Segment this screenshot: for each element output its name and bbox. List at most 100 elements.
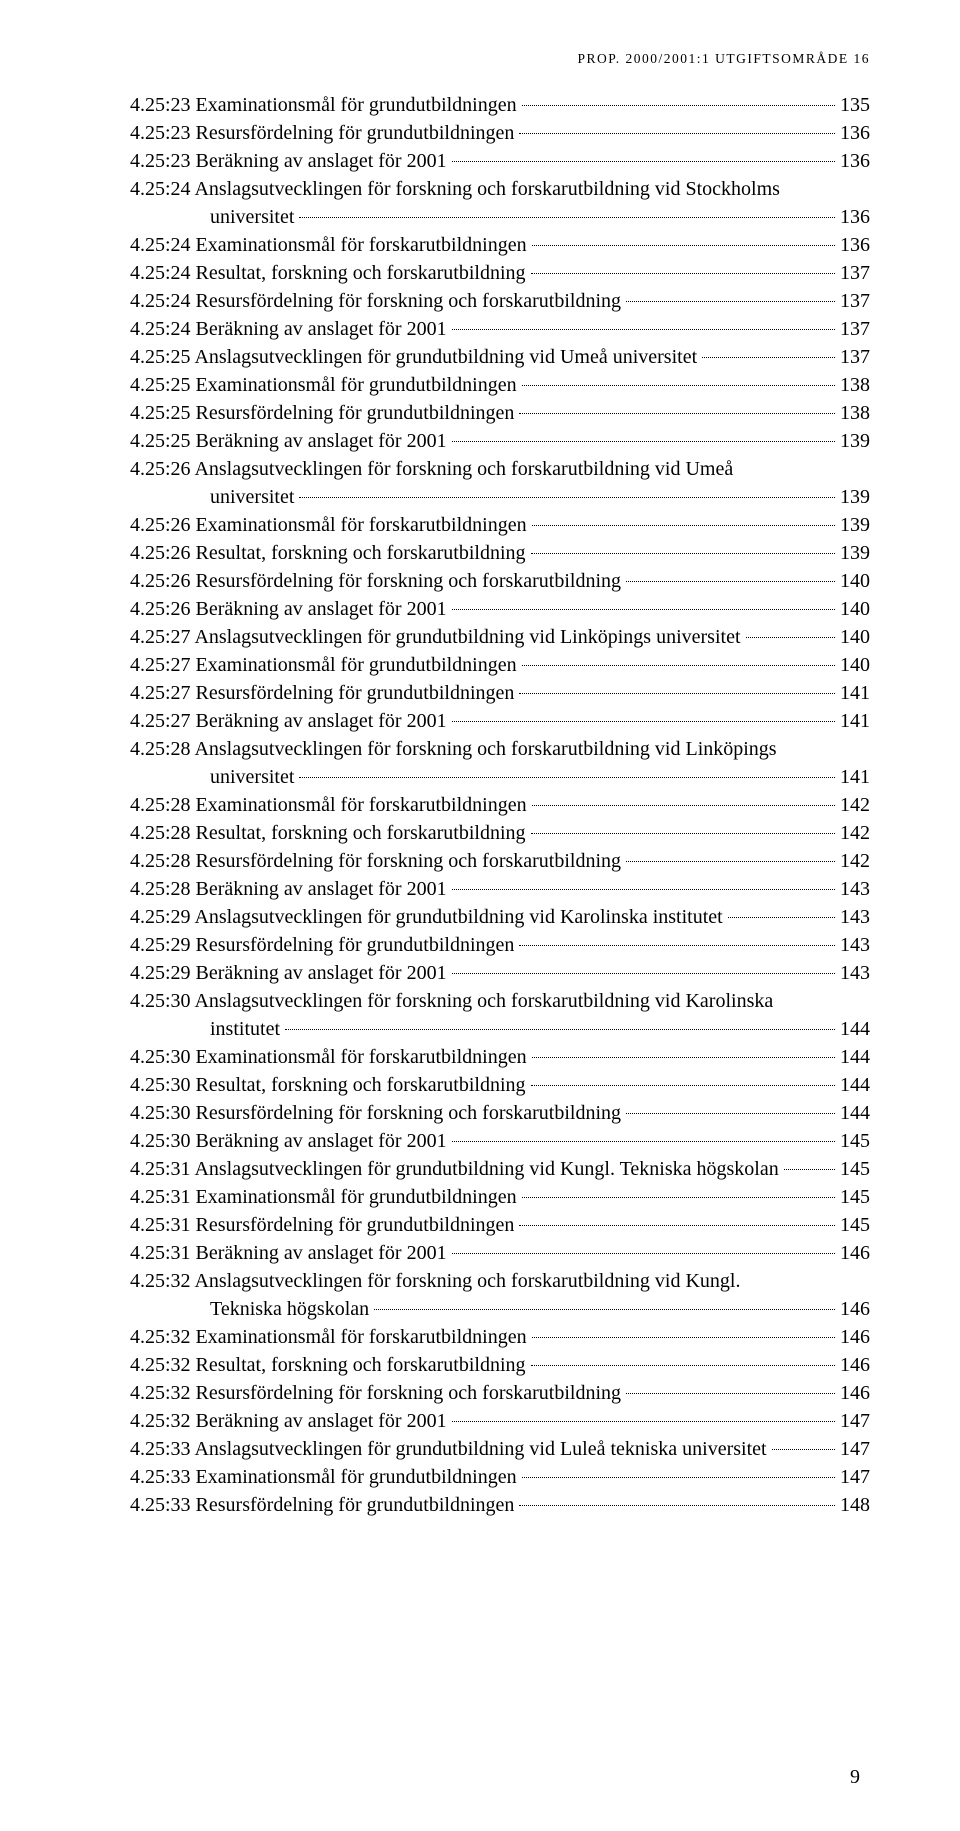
toc-entry: 4.25:31 Anslagsutvecklingen för grundutb… xyxy=(130,1155,870,1183)
toc-entry-label: 4.25:26 Beräkning av anslaget för 2001 xyxy=(130,595,447,623)
toc-leader-dots xyxy=(374,1293,835,1310)
toc-leader-dots xyxy=(452,313,835,330)
toc-entry: 4.25:29 Beräkning av anslaget för 200114… xyxy=(130,959,870,987)
toc-entry-page: 142 xyxy=(840,847,870,875)
toc-entry-page: 136 xyxy=(840,231,870,259)
toc-entry: 4.25:28 Examinationsmål för forskarutbil… xyxy=(130,791,870,819)
running-head: PROP. 2000/2001:1 UTGIFTSOMRÅDE 16 xyxy=(130,50,870,69)
toc-leader-dots xyxy=(531,257,835,274)
toc-entry-page: 135 xyxy=(840,91,870,119)
toc-entry-continuation-text: universitet xyxy=(210,483,294,511)
toc-entry: 4.25:31 Beräkning av anslaget för 2001 14… xyxy=(130,1239,870,1267)
toc-entry-page: 146 xyxy=(840,1379,870,1407)
toc-entry-page: 144 xyxy=(840,1015,870,1043)
toc-entry-page: 137 xyxy=(840,343,870,371)
toc-entry: 4.25:25 Examinationsmål för grundutbildn… xyxy=(130,371,870,399)
toc-entry-page: 142 xyxy=(840,819,870,847)
toc-entry-page: 140 xyxy=(840,623,870,651)
page-number: 9 xyxy=(850,1763,860,1791)
toc-entry-label: 4.25:26 Resultat, forskning och forskaru… xyxy=(130,539,526,567)
toc-entry: 4.25:27 Resursfördelning för grundutbild… xyxy=(130,679,870,707)
toc-entry-page: 137 xyxy=(840,259,870,287)
toc-entry-label: 4.25:32 Examinationsmål för forskarutbil… xyxy=(130,1323,527,1351)
toc-leader-dots xyxy=(626,1377,835,1394)
toc-leader-dots xyxy=(702,341,835,358)
toc-entry-label: 4.25:28 Beräkning av anslaget för 2001 xyxy=(130,875,447,903)
toc-leader-dots xyxy=(452,145,835,162)
toc-entry-page: 147 xyxy=(840,1463,870,1491)
toc-leader-dots xyxy=(522,1461,835,1478)
toc-leader-dots xyxy=(784,1153,835,1170)
toc-leader-dots xyxy=(531,817,835,834)
document-page: PROP. 2000/2001:1 UTGIFTSOMRÅDE 16 4.25:… xyxy=(0,0,960,1569)
toc-entry-page: 145 xyxy=(840,1127,870,1155)
toc-entry-page: 143 xyxy=(840,931,870,959)
toc-entry: 4.25:24 Beräkning av anslaget för 200113… xyxy=(130,315,870,343)
toc-entry: 4.25:23 Examinationsmål för grundutbildn… xyxy=(130,91,870,119)
toc-entry-page: 137 xyxy=(840,287,870,315)
toc-entry-continuation-text: universitet xyxy=(210,203,294,231)
toc-entry-page: 146 xyxy=(840,1295,870,1323)
toc-leader-dots xyxy=(531,537,835,554)
toc-entry: 4.25:30 Resursfördelning för forskning o… xyxy=(130,1099,870,1127)
toc-entry-label: 4.25:28 Examinationsmål för forskarutbil… xyxy=(130,791,527,819)
toc-entry: 4.25:23 Beräkning av anslaget för 200113… xyxy=(130,147,870,175)
toc-entry-label: 4.25:28 Resursfördelning för forskning o… xyxy=(130,847,621,875)
toc-entry: 4.25:31 Resursfördelning för grundutbild… xyxy=(130,1211,870,1239)
toc-entry-continuation: universitet 136 xyxy=(210,203,870,231)
toc-entry-page: 139 xyxy=(840,483,870,511)
toc-leader-dots xyxy=(532,1041,835,1058)
toc-entry-label: 4.25:32 Resursfördelning för forskning o… xyxy=(130,1379,621,1407)
toc-entry-page: 138 xyxy=(840,371,870,399)
toc-entry: 4.25:26 Resultat, forskning och forskaru… xyxy=(130,539,870,567)
toc-entry: 4.25:24 Anslagsutvecklingen för forsknin… xyxy=(130,175,870,203)
toc-entry: 4.25:33 Examinationsmål för grundutbildn… xyxy=(130,1463,870,1491)
toc-leader-dots xyxy=(626,565,835,582)
toc-entry: 4.25:31 Examinationsmål för grundutbildn… xyxy=(130,1183,870,1211)
toc-entry-label: 4.25:23 Resursfördelning för grundutbild… xyxy=(130,119,514,147)
toc-entry: 4.25:32 Anslagsutvecklingen för forsknin… xyxy=(130,1267,870,1295)
toc-leader-dots xyxy=(285,1013,835,1030)
toc-entry-label: 4.25:32 Anslagsutvecklingen för forsknin… xyxy=(130,1267,740,1295)
toc-leader-dots xyxy=(772,1433,835,1450)
toc-entry-label: 4.25:31 Beräkning av anslaget för 2001 xyxy=(130,1239,447,1267)
toc-entry-page: 146 xyxy=(840,1323,870,1351)
toc-entry-continuation: institutet144 xyxy=(210,1015,870,1043)
toc-entry-page: 143 xyxy=(840,875,870,903)
toc-leader-dots xyxy=(452,1237,835,1254)
toc-leader-dots xyxy=(626,845,835,862)
toc-leader-dots xyxy=(626,285,835,302)
toc-entry: 4.25:26 Beräkning av anslaget för 200114… xyxy=(130,595,870,623)
toc-leader-dots xyxy=(532,789,835,806)
toc-leader-dots xyxy=(519,1209,835,1226)
toc-entry-label: 4.25:24 Examinationsmål för forskarutbil… xyxy=(130,231,527,259)
toc-entry-page: 146 xyxy=(840,1239,870,1267)
toc-leader-dots xyxy=(728,901,835,918)
toc-entry: 4.25:27 Anslagsutvecklingen för grundutb… xyxy=(130,623,870,651)
toc-entry: 4.25:24 Examinationsmål för forskarutbil… xyxy=(130,231,870,259)
toc-entry: 4.25:32 Resursfördelning för forskning o… xyxy=(130,1379,870,1407)
toc-entry: 4.25:27 Examinationsmål för grundutbildn… xyxy=(130,651,870,679)
toc-entry-continuation-text: Tekniska högskolan xyxy=(210,1295,369,1323)
toc-entry-label: 4.25:32 Beräkning av anslaget för 2001 xyxy=(130,1407,447,1435)
toc-entry-page: 146 xyxy=(840,1351,870,1379)
toc-leader-dots xyxy=(299,201,835,218)
toc-entry-page: 136 xyxy=(840,203,870,231)
toc-entry-page: 144 xyxy=(840,1043,870,1071)
toc-entry-label: 4.25:30 Examinationsmål för forskarutbil… xyxy=(130,1043,527,1071)
toc-entry-label: 4.25:26 Anslagsutvecklingen för forsknin… xyxy=(130,455,733,483)
toc-entry-page: 140 xyxy=(840,651,870,679)
toc-entry-label: 4.25:29 Anslagsutvecklingen för grundutb… xyxy=(130,903,723,931)
toc-entry-label: 4.25:25 Examinationsmål för grundutbildn… xyxy=(130,371,517,399)
toc-entry-label: 4.25:30 Resultat, forskning och forskaru… xyxy=(130,1071,526,1099)
toc-leader-dots xyxy=(452,705,835,722)
toc-entry: 4.25:27 Beräkning av anslaget för 200114… xyxy=(130,707,870,735)
toc-entry: 4.25:29 Anslagsutvecklingen för grundutb… xyxy=(130,903,870,931)
toc-entry-page: 148 xyxy=(840,1491,870,1519)
toc-entry: 4.25:33 Resursfördelning för grundutbild… xyxy=(130,1491,870,1519)
toc-entry-continuation: universitet141 xyxy=(210,763,870,791)
toc-entry: 4.25:30 Anslagsutvecklingen för forsknin… xyxy=(130,987,870,1015)
toc-entry: 4.25:32 Resultat, forskning och forskaru… xyxy=(130,1351,870,1379)
toc-leader-dots xyxy=(299,761,835,778)
toc-entry: 4.25:28 Beräkning av anslaget för 2001 14… xyxy=(130,875,870,903)
